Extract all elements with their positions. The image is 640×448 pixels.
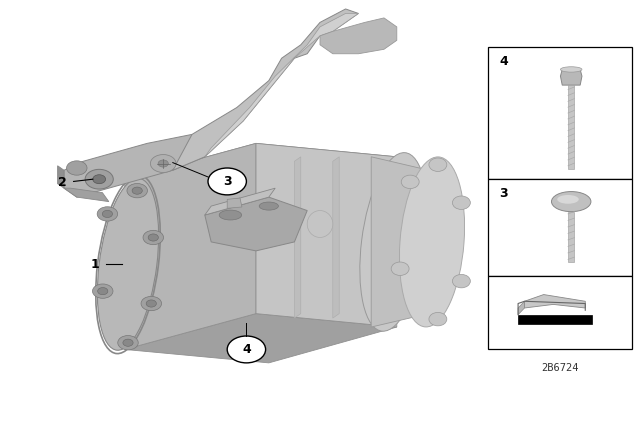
Circle shape xyxy=(208,168,246,195)
Bar xyxy=(568,211,575,262)
Ellipse shape xyxy=(360,153,428,331)
Circle shape xyxy=(93,284,113,298)
Ellipse shape xyxy=(429,158,447,172)
Polygon shape xyxy=(294,157,301,318)
Polygon shape xyxy=(64,188,109,202)
Circle shape xyxy=(132,187,142,194)
Polygon shape xyxy=(58,166,64,188)
Bar xyxy=(568,85,575,169)
Circle shape xyxy=(93,175,106,184)
Circle shape xyxy=(102,211,113,218)
Ellipse shape xyxy=(391,262,409,276)
Circle shape xyxy=(148,234,158,241)
Ellipse shape xyxy=(219,210,241,220)
Polygon shape xyxy=(125,143,397,193)
Ellipse shape xyxy=(452,274,470,288)
Circle shape xyxy=(98,288,108,295)
Polygon shape xyxy=(125,143,256,349)
Circle shape xyxy=(150,155,176,172)
Text: 3: 3 xyxy=(499,187,508,200)
Text: 2B6724: 2B6724 xyxy=(541,363,579,373)
Ellipse shape xyxy=(429,312,447,326)
Polygon shape xyxy=(518,302,525,314)
Bar xyxy=(488,179,632,276)
Circle shape xyxy=(227,336,266,363)
Bar xyxy=(518,314,592,323)
Circle shape xyxy=(141,297,161,311)
Circle shape xyxy=(97,207,118,221)
Text: 3: 3 xyxy=(223,175,232,188)
Polygon shape xyxy=(227,198,242,208)
Circle shape xyxy=(143,230,163,245)
Circle shape xyxy=(85,169,113,189)
Circle shape xyxy=(118,336,138,350)
Text: 4: 4 xyxy=(242,343,251,356)
Circle shape xyxy=(67,161,87,175)
Polygon shape xyxy=(205,13,358,157)
Polygon shape xyxy=(205,197,307,251)
Ellipse shape xyxy=(307,211,333,237)
Polygon shape xyxy=(125,314,397,363)
Polygon shape xyxy=(525,295,586,308)
Ellipse shape xyxy=(561,67,582,72)
Text: 1: 1 xyxy=(90,258,99,271)
Polygon shape xyxy=(333,157,339,318)
Polygon shape xyxy=(64,134,205,197)
Circle shape xyxy=(127,184,147,198)
Circle shape xyxy=(146,300,156,307)
Text: 2: 2 xyxy=(58,176,67,189)
Ellipse shape xyxy=(259,202,278,210)
Circle shape xyxy=(123,339,133,346)
Polygon shape xyxy=(173,9,358,170)
Polygon shape xyxy=(256,143,397,327)
Ellipse shape xyxy=(552,192,591,211)
Bar xyxy=(488,47,632,179)
Bar xyxy=(488,276,632,349)
Ellipse shape xyxy=(557,195,579,204)
Polygon shape xyxy=(320,18,397,54)
Ellipse shape xyxy=(97,178,159,350)
Ellipse shape xyxy=(452,196,470,210)
Polygon shape xyxy=(371,157,429,327)
Polygon shape xyxy=(561,69,582,85)
Polygon shape xyxy=(205,188,275,215)
Ellipse shape xyxy=(399,157,465,327)
Ellipse shape xyxy=(401,175,419,189)
Text: 4: 4 xyxy=(499,55,508,68)
Circle shape xyxy=(158,160,168,167)
